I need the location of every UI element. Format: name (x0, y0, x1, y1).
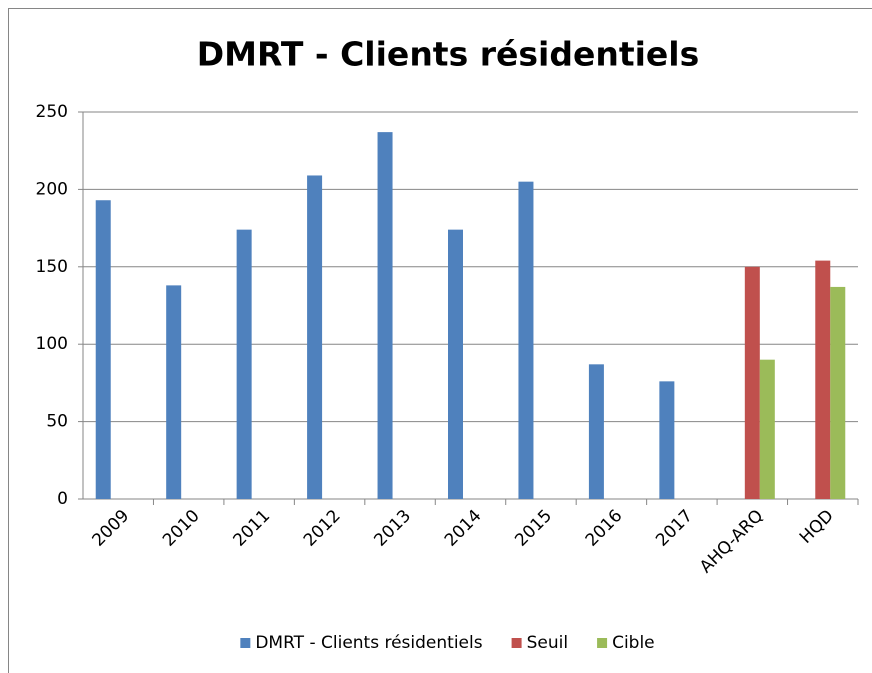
legend-label: Cible (612, 633, 655, 653)
chart-frame (8, 8, 872, 673)
bar (448, 229, 463, 499)
y-tick-label: 200 (36, 179, 68, 199)
bar (588, 364, 604, 499)
bar (759, 359, 775, 499)
bar (377, 132, 393, 499)
y-tick-label: 100 (36, 334, 68, 354)
bar (744, 266, 760, 499)
bar (659, 381, 675, 499)
y-tick-label: 0 (57, 489, 68, 509)
bar (815, 260, 831, 499)
bar (307, 175, 323, 499)
y-tick-label: 50 (46, 412, 68, 432)
chart-title: DMRT - Clients résidentiels (197, 35, 700, 74)
legend-label: DMRT - Clients résidentiels (255, 633, 482, 653)
bar (95, 200, 111, 499)
legend-swatch (597, 638, 608, 648)
bar (166, 285, 182, 499)
legend-label: Seuil (527, 633, 568, 653)
y-tick-label: 250 (36, 102, 68, 122)
y-tick-label: 150 (36, 257, 68, 277)
legend-swatch (511, 638, 522, 648)
bar (236, 229, 252, 499)
bar (518, 181, 534, 499)
bar (830, 286, 846, 499)
legend-swatch (240, 638, 251, 648)
